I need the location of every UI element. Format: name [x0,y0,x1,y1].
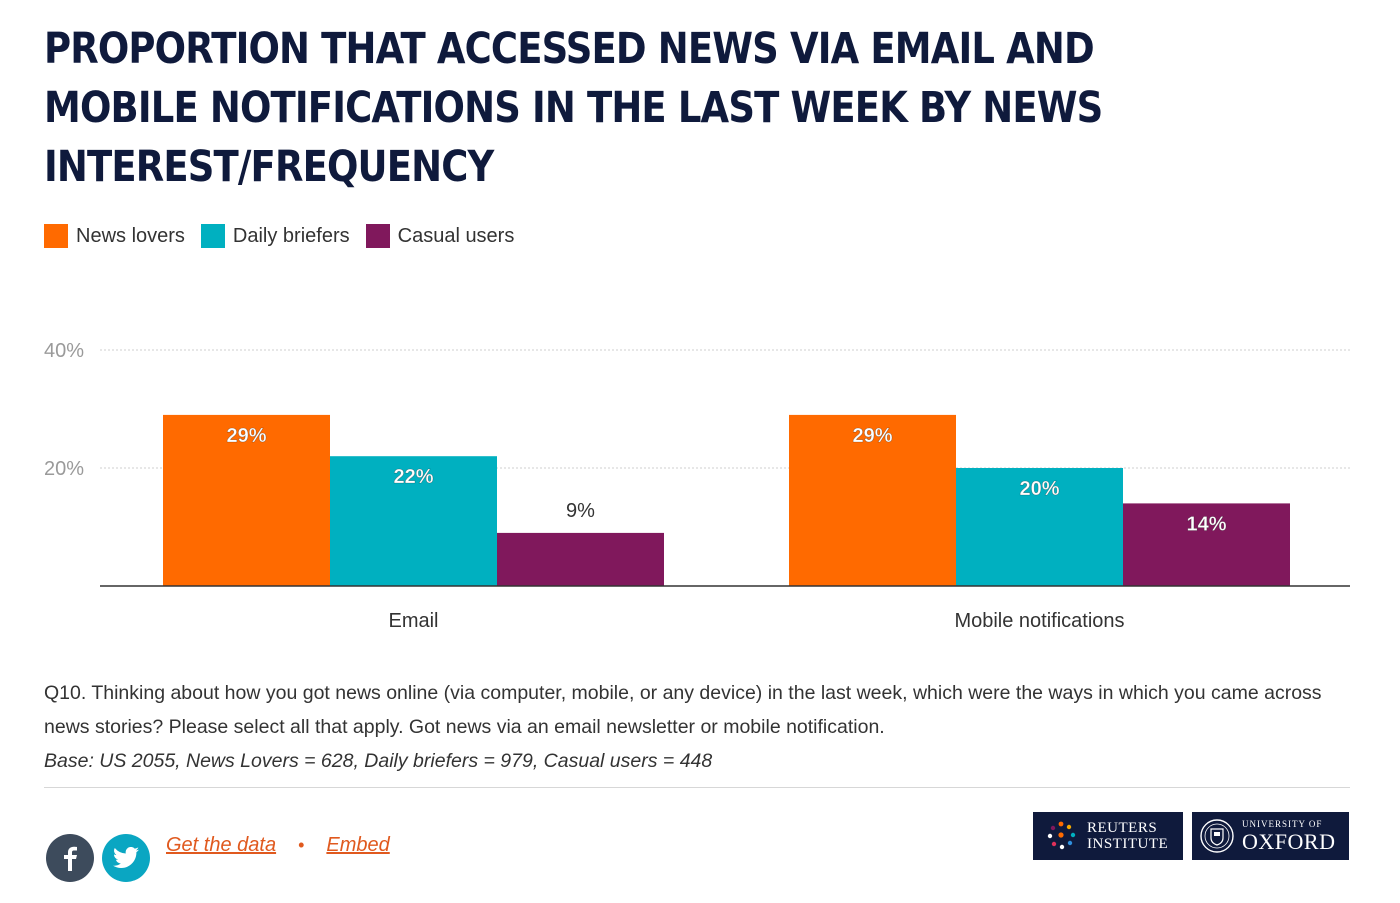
y-tick-label-40: 40% [44,340,84,362]
bar-casual-users-mobile-notifications [1123,503,1290,586]
legend-label-daily-briefers: Daily briefers [232,224,350,247]
question-text: Q10. Thinking about how you got news onl… [44,682,1322,738]
social-share [46,834,150,882]
legend-label-casual-users: Casual users [397,224,515,247]
facebook-icon [64,846,77,871]
data-label-news-lovers-mobile-notifications: 29% [852,425,892,447]
get-the-data-link[interactable]: Get the data [166,834,277,856]
data-label-daily-briefers-email: 22% [393,466,433,488]
reuters-line2: INSTITUTE [1087,836,1169,852]
legend-item-daily-briefers: Daily briefers [200,224,350,248]
reuters-logo-text: REUTERS INSTITUTE [1087,820,1168,852]
facebook-share-button[interactable] [46,834,94,882]
legend: News lovers Daily briefers Casual users [44,224,514,248]
twitter-icon [113,847,139,869]
oxford-logo-text: UNIVERSITY OF OXFORD [1242,819,1335,854]
divider [44,787,1350,788]
bar-news-lovers-email [163,414,330,586]
chart-note: Q10. Thinking about how you got news onl… [44,676,1364,778]
bar-chart: 20% 40% 29% 29% 22% 20% 9% 14% Email Mobile notif… [44,340,1350,632]
reuters-dots-icon [1047,821,1076,850]
oxford-crest-icon [1200,819,1234,853]
legend-swatch-casual-users [365,224,390,248]
link-separator: • [298,835,305,855]
bar-daily-briefers-email [330,456,497,586]
bar-casual-users-email [497,532,664,586]
reuters-line1: REUTERS [1087,820,1158,836]
legend-item-casual-users: Casual users [365,224,515,248]
base-text: Base: US 2055, News Lovers = 628, Daily … [44,750,713,772]
data-label-casual-users-mobile-notifications: 14% [1186,513,1226,535]
embed-link[interactable]: Embed [326,834,390,856]
reuters-institute-logo: REUTERS INSTITUTE [1033,812,1183,860]
legend-swatch-news-lovers [44,224,68,248]
x-tick-label-email: Email [388,610,438,632]
chart-title: PROPORTION THAT ACCESSED NEWS VIA EMAIL … [44,24,1103,192]
y-tick-label-20: 20% [44,458,84,480]
x-tick-label-mobile-notifications: Mobile notifications [954,610,1124,632]
twitter-share-button[interactable] [102,834,150,882]
legend-label-news-lovers: News lovers [76,224,185,247]
bar-news-lovers-mobile-notifications [789,414,956,586]
data-label-news-lovers-email: 29% [226,425,266,447]
bar-daily-briefers-mobile-notifications [956,468,1123,586]
university-of-oxford-logo: UNIVERSITY OF OXFORD [1192,812,1349,860]
data-label-daily-briefers-mobile-notifications: 20% [1019,478,1059,500]
data-label-casual-users-email: 9% [566,500,595,522]
legend-swatch-daily-briefers [200,224,225,248]
oxford-small-text: UNIVERSITY OF [1242,818,1323,829]
oxford-big-text: OXFORD [1242,828,1336,854]
legend-item-news-lovers: News lovers [44,224,185,248]
footer-links: Get the data • Embed [166,834,390,857]
